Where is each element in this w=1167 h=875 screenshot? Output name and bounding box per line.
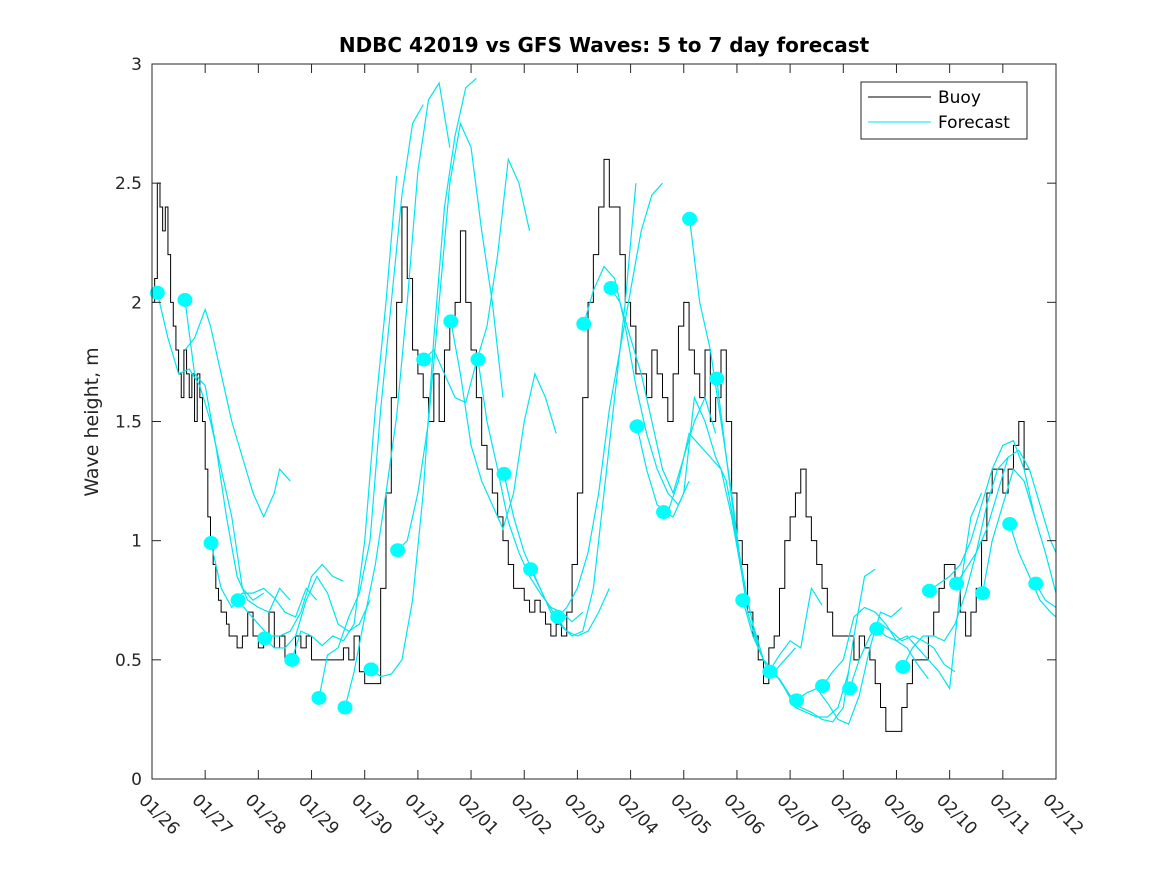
forecast-marker (788, 693, 804, 708)
forecast-line (610, 287, 717, 495)
forecast-line (663, 395, 770, 672)
y-tick-label: 1.5 (115, 413, 142, 433)
forecast-marker (709, 371, 725, 386)
forecast-marker (177, 292, 193, 307)
forecast-marker (284, 652, 300, 667)
forecast-marker (496, 466, 512, 481)
forecast-line (184, 307, 291, 519)
forecast-line (210, 542, 318, 618)
forecast-marker (149, 285, 165, 300)
forecast-line (982, 467, 1056, 594)
forecast-marker (656, 505, 672, 520)
forecast-line (902, 456, 1009, 668)
legend-label-forecast: Forecast (938, 113, 1010, 133)
forecast-line (156, 292, 265, 602)
forecast-marker (869, 621, 885, 636)
forecast-line (184, 299, 291, 613)
forecast-marker (363, 662, 379, 677)
forecast-line (344, 81, 451, 708)
series-group (152, 77, 1056, 732)
forecast-marker (230, 593, 246, 608)
forecast-line (530, 183, 637, 637)
forecast-line (956, 449, 1056, 584)
forecast-marker (895, 659, 911, 674)
forecast-marker (842, 681, 858, 696)
forecast-line (370, 77, 477, 678)
forecast-line (689, 218, 796, 673)
legend-label-buoy: Buoy (938, 88, 981, 108)
legend: Buoy Forecast (860, 81, 1028, 140)
forecast-marker (762, 664, 778, 679)
buoy-line (152, 158, 1030, 732)
forecast-marker (975, 586, 991, 601)
y-tick-label: 3 (131, 55, 142, 75)
forecast-marker (1028, 576, 1044, 591)
forecast-line (397, 121, 504, 551)
forecast-line (583, 265, 690, 507)
forecast-marker (921, 583, 937, 598)
forecast-marker (443, 314, 459, 329)
forecast-line (318, 104, 424, 699)
forecast-marker (815, 679, 831, 694)
legend-box (860, 81, 1028, 140)
forecast-line (796, 606, 903, 725)
plot-area (149, 77, 1056, 732)
forecast-marker (735, 593, 751, 608)
forecast-line (557, 182, 663, 618)
forecast-marker (337, 700, 353, 715)
forecast-line (636, 426, 743, 577)
forecast-marker (629, 419, 645, 434)
forecast-line (450, 321, 557, 531)
y-tick-label: 0 (131, 770, 142, 790)
forecast-marker (470, 352, 486, 367)
forecast-marker (390, 543, 406, 558)
forecast-line (769, 568, 876, 723)
forecast-marker (576, 316, 592, 331)
forecast-line (291, 175, 398, 661)
forecast-marker (603, 281, 619, 296)
chart-title: NDBC 42019 vs GFS Waves: 5 to 7 day fore… (339, 33, 870, 57)
forecast-marker (1002, 516, 1018, 531)
forecast-marker (949, 576, 965, 591)
forecast-line (849, 623, 956, 689)
forecast-marker (416, 352, 432, 367)
y-tick-label: 2.5 (115, 174, 142, 194)
y-axis-label: Wave height, m (81, 347, 103, 496)
forecast-marker (257, 631, 273, 646)
y-tick-label: 2 (131, 293, 142, 313)
forecast-line (876, 492, 983, 691)
forecast-line (929, 439, 1036, 592)
forecast-marker (550, 609, 566, 624)
forecast-marker (523, 562, 539, 577)
forecast-marker (203, 536, 219, 551)
forecast-line (742, 600, 850, 718)
forecast-line (264, 575, 371, 649)
forecast-marker (682, 211, 698, 226)
y-tick-label: 0.5 (115, 651, 142, 671)
forecast-line (237, 563, 344, 637)
y-tick-label: 1 (131, 532, 142, 552)
forecast-line (822, 606, 929, 687)
forecast-marker (311, 690, 327, 705)
